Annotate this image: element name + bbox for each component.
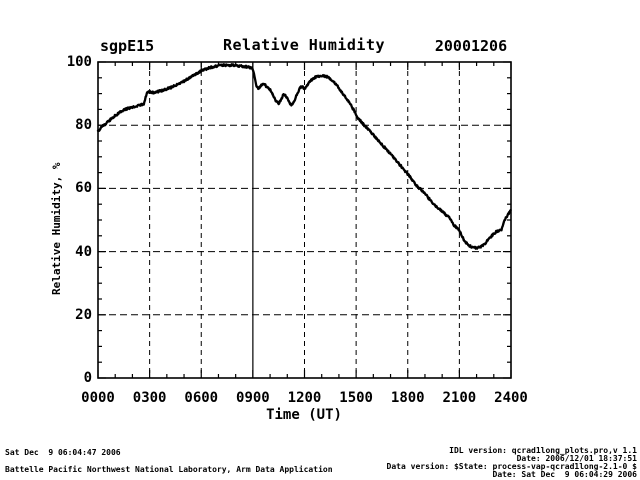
y-axis-tick-labels: 0 20 40 60 80 100	[60, 0, 92, 480]
footer-generated-timestamp: Sat Dec 9 06:04:47 2006	[5, 448, 121, 457]
x-tick-label: 0900	[236, 390, 270, 406]
footer-organization: Battelle Pacific Northwest National Labo…	[5, 465, 333, 474]
x-tick-label: 1800	[390, 390, 425, 406]
x-tick-label: 0000	[81, 390, 115, 406]
x-tick-label: 0300	[132, 390, 167, 406]
footer-data-version: Data version: $State: process-vap-qcrad1…	[386, 462, 637, 471]
x-tick-label: 2400	[494, 390, 528, 406]
x-tick-label: 0600	[184, 390, 219, 406]
site-label: sgpE15	[100, 37, 155, 55]
x-tick-label: 1500	[339, 390, 373, 406]
rh-data-curve-fuzz	[97, 63, 512, 250]
x-tick-label: 2100	[442, 390, 477, 406]
y-tick-label: 100	[66, 54, 92, 70]
y-tick-label: 80	[75, 117, 92, 134]
x-axis-tick-labels: 0000 0300 0600 0900 1200 1500 1800 2100 2400	[0, 390, 640, 406]
footer-data-date: Date: Sat Dec 9 06:04:29 2006	[492, 470, 638, 479]
x-axis-title: Time (UT)	[266, 407, 342, 423]
plot-title: Relative Humidity	[222, 36, 386, 54]
y-tick-label: 0	[83, 370, 92, 386]
y-tick-label: 20	[75, 306, 92, 323]
date-label: 20001206	[434, 37, 508, 55]
y-tick-label: 40	[75, 243, 92, 260]
footer-idl-date: Date: 2006/12/01 18:37:51	[516, 454, 637, 463]
footer-idl-version: IDL version: qcrad1long_plots.pro,v 1.1	[449, 446, 637, 455]
x-tick-label: 1200	[287, 390, 322, 406]
y-tick-label: 60	[75, 180, 92, 197]
